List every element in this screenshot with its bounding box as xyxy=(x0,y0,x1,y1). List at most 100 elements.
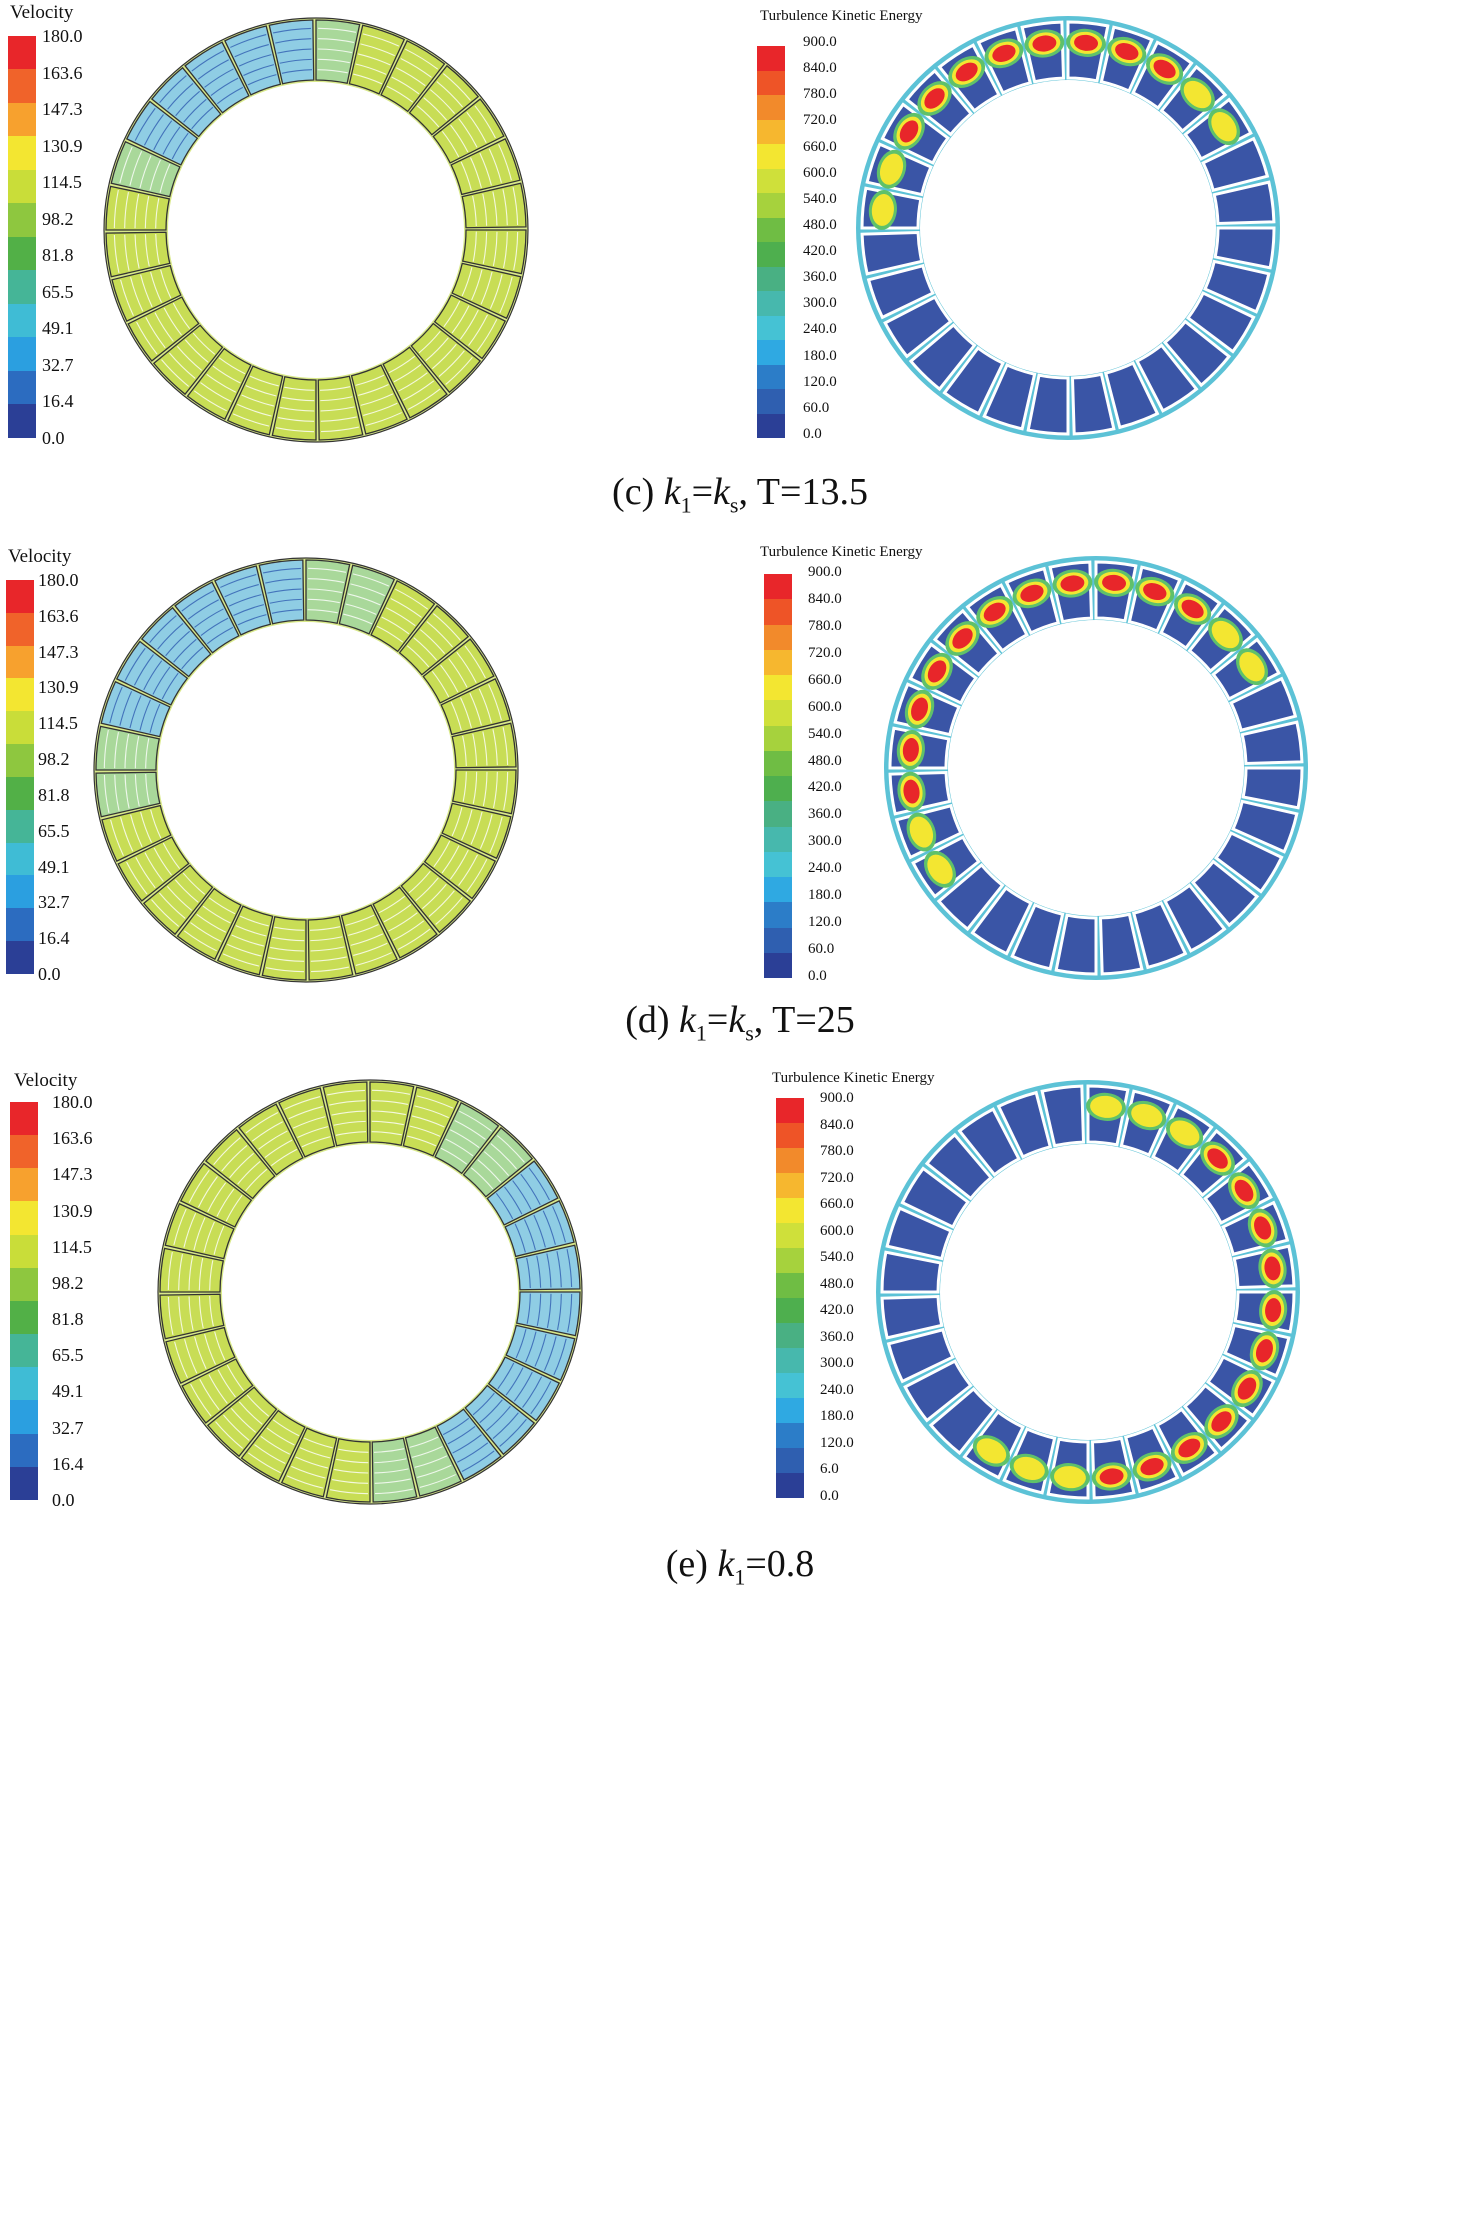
streamline xyxy=(303,1437,333,1449)
colorbar-tick-label: 130.9 xyxy=(52,1200,93,1221)
streamline xyxy=(129,695,142,729)
streamline xyxy=(476,319,498,353)
tke-mid xyxy=(1211,111,1237,142)
colorbar-segment xyxy=(8,169,36,204)
colorbar-tick-label: 130.9 xyxy=(38,677,79,698)
passage-sector xyxy=(886,1327,955,1384)
streamline xyxy=(119,691,133,726)
streamline xyxy=(390,597,422,618)
colorbar-tick-label: 49.1 xyxy=(52,1381,84,1402)
colorbar-tick-label: 180.0 xyxy=(52,1092,93,1112)
streamline xyxy=(114,774,120,811)
streamline xyxy=(534,1333,547,1367)
passage-sector xyxy=(400,862,472,934)
passage-sector xyxy=(152,324,224,396)
streamline xyxy=(288,1106,323,1120)
passage-sector xyxy=(1212,180,1276,226)
streamline xyxy=(173,638,197,663)
streamline xyxy=(438,350,465,377)
streamline xyxy=(528,1167,550,1201)
streamline xyxy=(478,688,492,723)
streamline xyxy=(357,53,391,66)
streamline xyxy=(262,567,301,574)
streamline xyxy=(429,89,456,114)
tke-core xyxy=(1234,1179,1254,1202)
colorbar-segment xyxy=(6,612,34,646)
colorbar-segment xyxy=(776,1173,804,1198)
colorbar-tick-label: 65.5 xyxy=(52,1345,84,1366)
streamline xyxy=(522,1376,543,1408)
streamline xyxy=(435,896,463,925)
streamline xyxy=(432,343,457,370)
streamline xyxy=(461,809,473,841)
streamline xyxy=(135,857,156,889)
streamline xyxy=(271,609,303,614)
streamline xyxy=(212,365,241,384)
passage-sector xyxy=(432,98,505,164)
tke-core xyxy=(924,88,945,109)
streamline xyxy=(197,59,229,80)
streamline xyxy=(284,1096,321,1110)
colorbar-segment xyxy=(10,1334,38,1368)
streamline xyxy=(166,886,193,911)
colorbar-segment xyxy=(10,1135,38,1169)
streamline xyxy=(301,1136,331,1148)
colorbar-segment xyxy=(776,1398,804,1423)
streamline xyxy=(159,75,187,104)
streamline xyxy=(386,85,414,103)
streamline xyxy=(411,1115,445,1128)
caption-sub: 1 xyxy=(734,1564,746,1590)
passage-sector xyxy=(461,229,527,275)
passage-sector xyxy=(957,1107,1021,1177)
streamline xyxy=(163,307,182,336)
colorbar-segment xyxy=(10,1168,38,1202)
streamline xyxy=(103,729,109,768)
colorbar-tick-label: 6.0 xyxy=(820,1461,839,1478)
colorbar-segment xyxy=(6,809,34,843)
colorbar-tick-label: 480.0 xyxy=(803,216,837,233)
caption-var: k xyxy=(663,471,681,513)
colorbar-tick-label: 240.0 xyxy=(820,1381,854,1398)
streamline xyxy=(191,106,214,130)
streamline xyxy=(461,267,473,297)
streamline xyxy=(490,1143,517,1170)
streamline xyxy=(223,1414,250,1441)
streamline xyxy=(124,234,130,271)
streamline xyxy=(431,670,450,698)
streamline xyxy=(486,1405,511,1432)
streamline xyxy=(161,359,190,387)
passage-sector xyxy=(322,1081,369,1147)
streamline xyxy=(512,1180,532,1210)
tke-mid xyxy=(1239,651,1265,682)
colorbar-segment xyxy=(8,69,36,103)
streamline xyxy=(462,735,467,767)
streamline xyxy=(227,943,262,957)
passage-sector xyxy=(1026,373,1070,436)
streamline xyxy=(459,309,479,340)
streamline xyxy=(167,83,194,110)
colorbar-segment xyxy=(764,801,792,827)
streamline xyxy=(247,74,277,86)
streamline xyxy=(492,1412,519,1439)
passage-sector xyxy=(996,1090,1053,1159)
colorbar-tick-label: 81.8 xyxy=(38,784,70,805)
colorbar-segment xyxy=(764,952,792,978)
streamline xyxy=(393,364,422,383)
tke-ring xyxy=(856,16,1280,440)
passage-sector xyxy=(125,100,199,166)
streamline xyxy=(140,811,152,843)
streamline xyxy=(474,105,496,139)
colorbar-segment xyxy=(757,144,785,169)
colorbar-tick-label: 114.5 xyxy=(38,713,78,734)
colorbar-segment xyxy=(776,1223,804,1248)
colorbar-tick-label: 840.0 xyxy=(820,1116,854,1133)
passage-sector xyxy=(451,722,517,769)
streamline xyxy=(171,132,189,160)
streamline xyxy=(234,44,269,58)
streamline xyxy=(482,731,488,766)
streamline xyxy=(237,614,267,626)
passage-sector xyxy=(127,296,200,362)
streamline xyxy=(415,877,439,902)
streamline xyxy=(237,403,272,417)
streamline xyxy=(504,1186,523,1215)
